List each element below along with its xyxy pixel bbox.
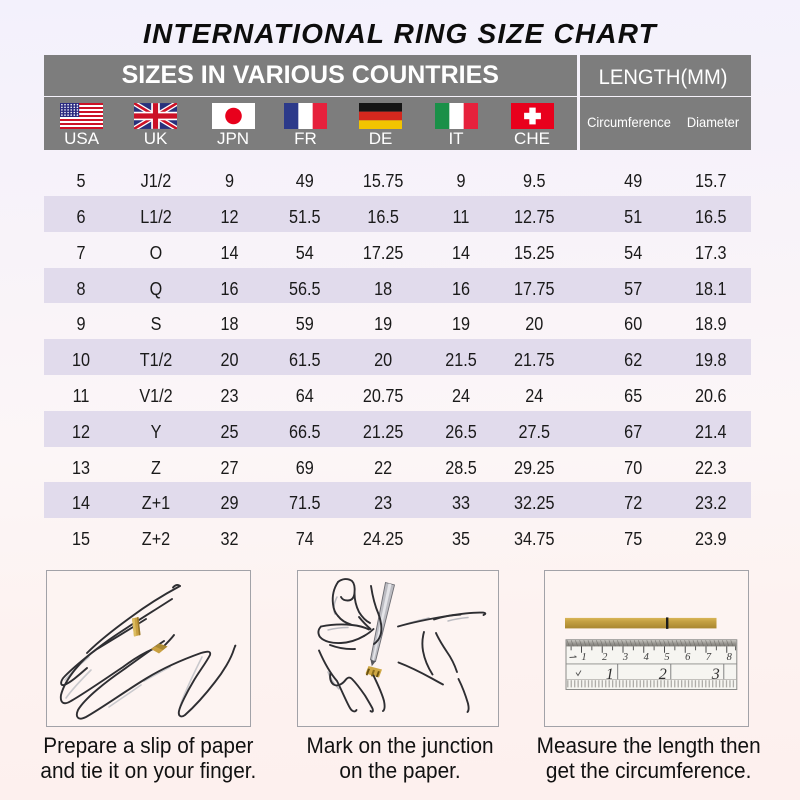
svg-text:7: 7 [705,652,711,663]
svg-text:5: 5 [664,652,669,663]
svg-text:1: 1 [581,652,586,663]
svg-text:4: 4 [643,652,649,663]
svg-text:3: 3 [621,652,627,663]
svg-text:1: 1 [605,666,613,683]
svg-text:6: 6 [685,652,691,663]
svg-text:2: 2 [602,652,608,663]
svg-text:2: 2 [658,666,666,683]
svg-text:8: 8 [726,652,732,663]
svg-text:3: 3 [710,666,719,683]
